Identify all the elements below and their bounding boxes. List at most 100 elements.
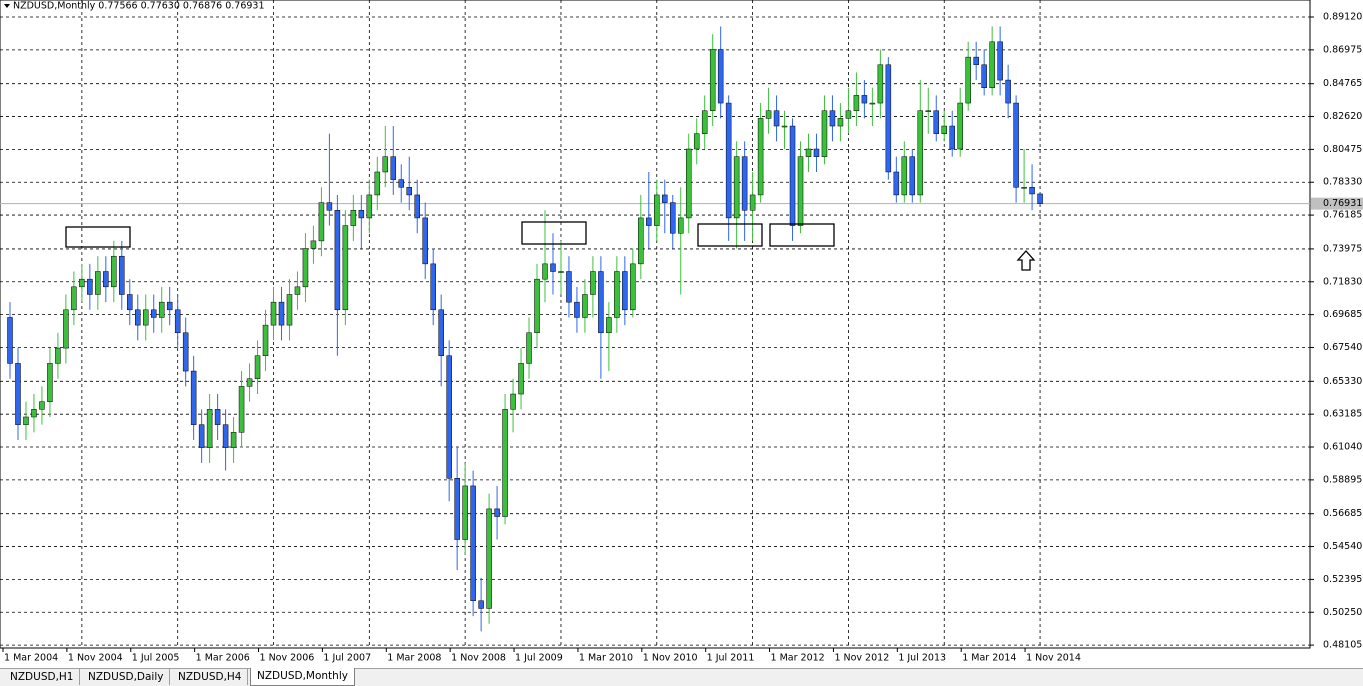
candle-body bbox=[87, 278, 93, 295]
candle-body bbox=[39, 401, 45, 410]
candle-body bbox=[893, 171, 900, 196]
candle-body bbox=[630, 263, 636, 311]
menu-triangle bbox=[4, 4, 10, 8]
candle-body bbox=[79, 278, 85, 288]
candle-body bbox=[63, 309, 69, 349]
current-price-box bbox=[1311, 197, 1363, 210]
candle-body bbox=[733, 156, 740, 219]
tab[interactable]: NZDUSD,H4 bbox=[172, 669, 249, 685]
candle-body bbox=[693, 133, 700, 150]
candle-body bbox=[103, 271, 109, 288]
x-tick-label: 1 Mar 2008 bbox=[387, 653, 441, 664]
candle-body bbox=[861, 95, 868, 104]
candle-body bbox=[598, 271, 604, 334]
candle-body bbox=[781, 125, 788, 128]
candle-body bbox=[15, 363, 21, 425]
candle-body bbox=[550, 263, 556, 272]
candle-body bbox=[845, 110, 852, 119]
y-tick-label: 0.54540 bbox=[1323, 541, 1362, 552]
x-tick-label: 1 Jul 2005 bbox=[132, 653, 180, 664]
candle-body bbox=[55, 347, 61, 364]
x-tick-label: 1 Nov 2014 bbox=[1026, 653, 1081, 664]
candle-body bbox=[949, 125, 955, 150]
y-tick-label: 0.63185 bbox=[1323, 409, 1362, 420]
tab[interactable]: NZDUSD,H1 bbox=[4, 669, 81, 685]
y-tick-label: 0.52395 bbox=[1323, 574, 1362, 585]
candle-body bbox=[350, 210, 357, 226]
candle-body bbox=[941, 125, 947, 134]
candle-body bbox=[566, 271, 572, 303]
candle-body bbox=[254, 355, 261, 379]
candle-body bbox=[1037, 193, 1043, 204]
candle-body bbox=[877, 64, 884, 104]
x-tick-label: 1 Mar 2012 bbox=[771, 653, 825, 664]
candle-body bbox=[127, 294, 133, 311]
candle-body bbox=[31, 409, 37, 418]
candle-body bbox=[502, 409, 508, 517]
annotation-box bbox=[769, 223, 835, 247]
y-tick-label: 0.69685 bbox=[1323, 309, 1362, 320]
chart: 0.89120 0.86975 0.84765 0.82620 0.80475 0.783… bbox=[0, 0, 1363, 664]
candle-body bbox=[222, 424, 229, 448]
candle-body bbox=[47, 363, 53, 402]
x-tick-label: 1 Nov 2012 bbox=[834, 653, 889, 664]
candle-body bbox=[414, 194, 420, 219]
candle-body bbox=[470, 485, 476, 602]
candle-body bbox=[662, 194, 668, 203]
candle-body bbox=[614, 271, 620, 318]
chart-title: NZDUSD,Monthly 0.77566 0.77630 0.76876 0… bbox=[13, 1, 265, 12]
candle-body bbox=[957, 102, 963, 150]
candle-body bbox=[1029, 187, 1035, 195]
x-tick-label: 1 Jul 2007 bbox=[323, 653, 371, 664]
x-tick-label: 1 Nov 2004 bbox=[68, 653, 123, 664]
candle-body bbox=[119, 255, 125, 295]
candle-body bbox=[366, 194, 373, 219]
y-tick-label: 0.76185 bbox=[1323, 210, 1362, 221]
candle-body bbox=[302, 248, 309, 288]
candle-body bbox=[398, 179, 405, 188]
x-tick-label: 1 Mar 2014 bbox=[962, 653, 1016, 664]
candle-body bbox=[646, 217, 652, 226]
candle-body bbox=[989, 41, 995, 88]
candle-body bbox=[685, 148, 692, 219]
candle-body bbox=[574, 301, 580, 318]
candle-body bbox=[701, 110, 708, 134]
candle-body bbox=[198, 424, 205, 448]
candle-body bbox=[837, 118, 844, 127]
x-tick-label: 1 Jul 2013 bbox=[898, 653, 946, 664]
candle-body bbox=[582, 294, 588, 318]
candle-body bbox=[182, 332, 189, 372]
candle-body bbox=[965, 56, 971, 104]
candle-body bbox=[246, 378, 253, 387]
candle-body bbox=[829, 110, 836, 127]
candle-body bbox=[749, 194, 756, 211]
annotation-box bbox=[697, 223, 763, 247]
candle-body bbox=[270, 301, 277, 326]
candle-body bbox=[789, 125, 796, 226]
y-tick-label: 0.67540 bbox=[1323, 342, 1362, 353]
candle-body bbox=[262, 324, 269, 356]
y-tick-label: 0.84765 bbox=[1323, 78, 1362, 89]
tab[interactable]: NZDUSD,Monthly bbox=[250, 668, 355, 686]
candle-body bbox=[238, 386, 245, 433]
candle-body bbox=[821, 110, 828, 157]
annotation-box bbox=[521, 221, 587, 245]
candle-body bbox=[997, 41, 1003, 81]
y-tick-label: 0.82620 bbox=[1323, 111, 1362, 122]
candle-body bbox=[534, 278, 540, 334]
tab[interactable]: NZDUSD,Daily bbox=[82, 669, 171, 685]
candle-body bbox=[1013, 102, 1019, 188]
candle-body bbox=[901, 156, 908, 196]
candle-body bbox=[334, 210, 341, 311]
candle-body bbox=[717, 49, 724, 104]
candle-body bbox=[494, 508, 500, 517]
candle-body bbox=[95, 271, 101, 295]
annotations bbox=[65, 221, 1036, 271]
candle-body bbox=[422, 217, 428, 265]
candle-body bbox=[558, 271, 564, 273]
candle-body bbox=[111, 255, 117, 288]
candle-body bbox=[542, 263, 548, 280]
y-tick-label: 0.48105 bbox=[1323, 640, 1362, 651]
candle-body bbox=[342, 225, 349, 311]
candle-body bbox=[230, 432, 237, 448]
